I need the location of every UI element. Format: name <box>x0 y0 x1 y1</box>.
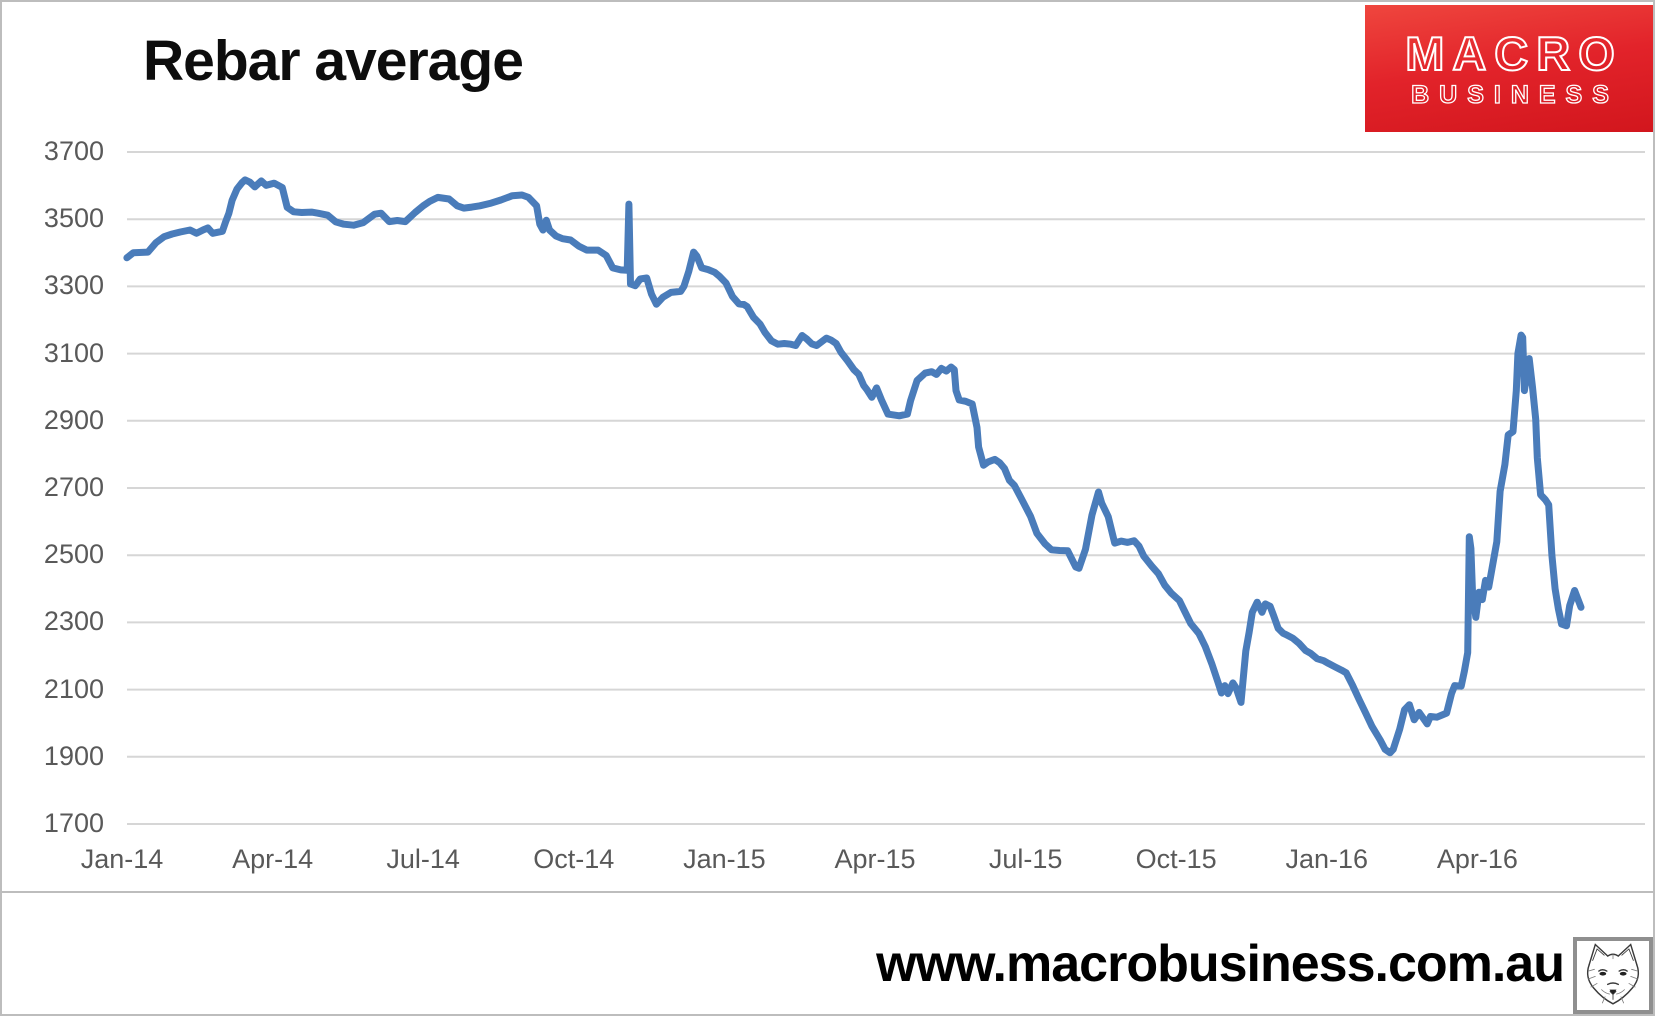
site-url: www.macrobusiness.com.au <box>876 935 1565 993</box>
line-chart-plot <box>123 151 1645 825</box>
y-axis-label: 2700 <box>43 472 104 502</box>
x-axis-label: Apr-14 <box>232 844 314 874</box>
logo-text-macro: MACRO <box>1404 26 1623 80</box>
chart-footer-divider <box>2 891 1653 893</box>
x-axis-label: Jul-15 <box>988 844 1063 874</box>
macrobusiness-logo: MACRO BUSINESS <box>1365 5 1653 132</box>
logo-text-business: BUSINESS <box>1410 80 1619 109</box>
x-axis-label: Apr-16 <box>1436 844 1518 874</box>
x-axis-label: Oct-15 <box>1135 844 1217 874</box>
y-axis-label: 2100 <box>43 673 104 704</box>
y-axis-label: 1700 <box>43 808 104 838</box>
rebar-price-line <box>123 176 1585 757</box>
x-axis-label: Jan-16 <box>1285 844 1369 874</box>
x-axis-label: Oct-14 <box>533 844 615 874</box>
x-axis-label: Apr-15 <box>834 844 916 874</box>
y-axis-label: 1900 <box>43 740 104 771</box>
y-axis-label: 2500 <box>43 539 104 570</box>
y-axis-label: 3700 <box>43 136 104 166</box>
chart-title: Rebar average <box>143 29 524 93</box>
y-axis-label: 2300 <box>43 606 104 637</box>
fox-logo <box>1573 937 1653 1014</box>
y-axis-label: 3300 <box>43 270 104 301</box>
x-axis-label: Jan-14 <box>80 844 164 874</box>
y-axis-label: 2900 <box>43 404 104 435</box>
x-axis-label: Jan-15 <box>683 844 766 874</box>
x-axis-label: Jul-14 <box>386 844 460 874</box>
y-axis-label: 3500 <box>43 203 104 234</box>
fox-sketch-icon <box>1586 943 1640 1005</box>
y-axis-label: 3100 <box>43 337 104 368</box>
